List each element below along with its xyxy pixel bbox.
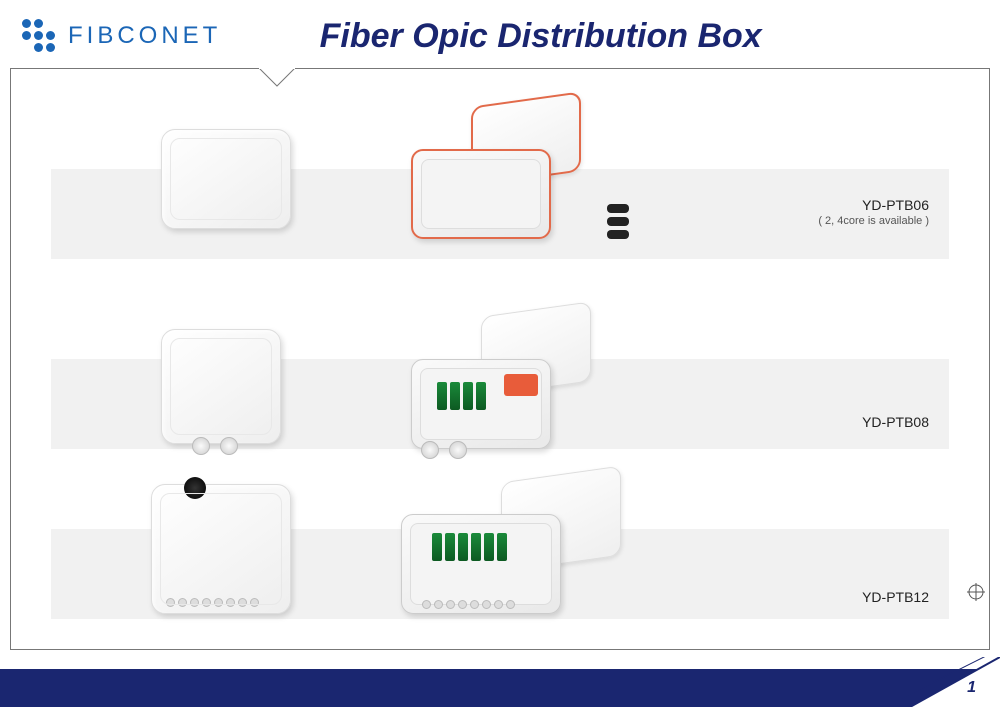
- registration-mark-icon: [967, 583, 985, 601]
- product-open-image: [401, 309, 601, 459]
- product-label: YD-PTB08: [862, 414, 929, 430]
- product-row: YD-PTB08: [51, 359, 949, 449]
- model-subnote: ( 2, 4core is available ): [818, 215, 929, 227]
- page-corner-icon: [900, 657, 1000, 707]
- model-code: YD-PTB12: [862, 589, 929, 605]
- content-frame: YD-PTB06 ( 2, 4core is available ) YD-PT…: [10, 68, 990, 650]
- model-code: YD-PTB08: [862, 414, 929, 430]
- page-number: 1: [967, 679, 976, 697]
- product-closed-image: [161, 329, 281, 444]
- adapter-icon: [437, 382, 486, 410]
- product-label: YD-PTB12: [862, 589, 929, 605]
- product-row: YD-PTB06 ( 2, 4core is available ): [51, 169, 949, 259]
- adapter-icon: [432, 533, 507, 561]
- page-title: Fiber Opic Distribution Box: [101, 17, 980, 56]
- product-row: YD-PTB12: [51, 529, 949, 619]
- product-open-image: [391, 474, 621, 624]
- product-label: YD-PTB06 ( 2, 4core is available ): [818, 197, 929, 227]
- product-closed-image: [161, 129, 291, 229]
- frame-notch-icon: [259, 68, 309, 88]
- product-closed-image: [151, 484, 291, 614]
- model-code: YD-PTB06: [818, 197, 929, 213]
- header: FIBCONET Fiber Opic Distribution Box: [0, 0, 1000, 68]
- accessory-clips-icon: [607, 204, 629, 239]
- label-patch-icon: [504, 374, 538, 396]
- logo-dots-icon: [20, 17, 58, 55]
- footer-bar: [0, 669, 1000, 707]
- product-open-image: [401, 99, 601, 249]
- lock-knob-icon: [184, 477, 206, 499]
